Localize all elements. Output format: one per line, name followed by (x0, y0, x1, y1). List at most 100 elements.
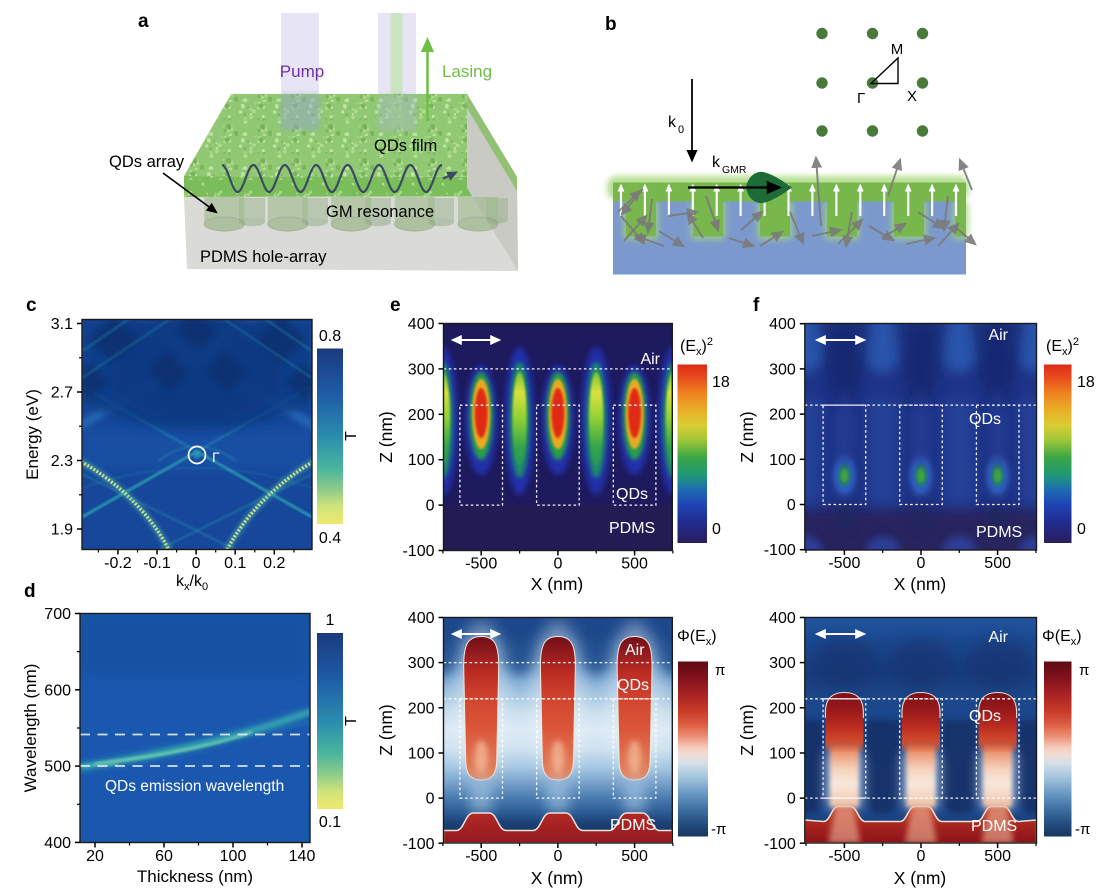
svg-text:Γ: Γ (212, 449, 220, 465)
svg-text:-100: -100 (402, 543, 434, 560)
svg-text:-100: -100 (764, 836, 796, 853)
svg-text:200: 200 (769, 407, 796, 424)
svg-text:400: 400 (769, 316, 796, 333)
svg-text:300: 300 (408, 655, 435, 672)
svg-text:2.3: 2.3 (51, 453, 73, 470)
svg-text:300: 300 (769, 655, 796, 672)
svg-text:M: M (891, 41, 904, 58)
svg-text:X (nm): X (nm) (531, 574, 584, 594)
svg-text:PDMS: PDMS (610, 817, 656, 834)
svg-text:0: 0 (192, 555, 201, 572)
svg-text:0: 0 (917, 555, 926, 572)
svg-text:700: 700 (44, 606, 71, 623)
svg-text:140: 140 (289, 848, 316, 865)
svg-text:X (nm): X (nm) (894, 574, 947, 594)
svg-text:-500: -500 (465, 556, 497, 573)
svg-text:18: 18 (1077, 374, 1095, 391)
svg-text:0: 0 (712, 521, 721, 538)
svg-text:0.1: 0.1 (224, 555, 246, 572)
svg-text:0: 0 (787, 497, 796, 514)
svg-text:π: π (715, 662, 725, 679)
svg-text:X (nm): X (nm) (531, 868, 584, 888)
svg-text:400: 400 (44, 835, 71, 852)
svg-text:200: 200 (408, 700, 435, 717)
svg-text:400: 400 (408, 316, 435, 333)
svg-text:100: 100 (769, 452, 796, 469)
svg-text:300: 300 (408, 361, 435, 378)
svg-text:Z (nm): Z (nm) (376, 704, 396, 756)
svg-text:0: 0 (426, 791, 435, 808)
svg-text:20: 20 (86, 848, 104, 865)
svg-text:-100: -100 (764, 542, 796, 559)
svg-text:-π: -π (711, 821, 726, 838)
svg-text:T: T (343, 716, 360, 726)
svg-text:0: 0 (553, 848, 562, 865)
svg-text:Wavelength (nm): Wavelength (nm) (21, 664, 40, 793)
svg-text:0.1: 0.1 (319, 814, 341, 831)
svg-text:a: a (138, 11, 149, 32)
svg-text:f: f (753, 295, 760, 316)
svg-text:600: 600 (44, 682, 71, 699)
svg-text:k: k (712, 154, 721, 171)
svg-text:kx/k0: kx/k0 (176, 573, 208, 593)
svg-text:500: 500 (621, 556, 648, 573)
svg-text:QDs array: QDs array (109, 153, 185, 171)
svg-text:QDs emission wavelength: QDs emission wavelength (105, 778, 284, 795)
svg-text:0: 0 (678, 124, 684, 136)
svg-text:200: 200 (769, 700, 796, 717)
svg-text:GMR: GMR (722, 164, 747, 176)
svg-text:QDs: QDs (969, 411, 1001, 428)
svg-text:500: 500 (44, 759, 71, 776)
svg-text:-0.1: -0.1 (143, 555, 171, 572)
svg-text:0: 0 (553, 556, 562, 573)
svg-text:Φ(Ex): Φ(Ex) (677, 628, 717, 648)
svg-text:0: 0 (917, 848, 926, 865)
svg-text:PDMS hole-array: PDMS hole-array (200, 248, 327, 266)
svg-text:-π: -π (1075, 821, 1090, 838)
svg-text:Pump: Pump (280, 62, 324, 81)
svg-text:60: 60 (155, 848, 173, 865)
svg-text:QDs film: QDs film (374, 137, 437, 155)
svg-text:Z (nm): Z (nm) (376, 411, 396, 463)
svg-text:e: e (390, 295, 401, 316)
svg-text:3.1: 3.1 (51, 316, 73, 333)
svg-text:X: X (907, 88, 917, 105)
svg-text:18: 18 (712, 374, 730, 391)
svg-text:k: k (668, 114, 677, 131)
svg-text:100: 100 (769, 745, 796, 762)
svg-text:0.4: 0.4 (319, 530, 341, 547)
svg-text:Energy (eV): Energy (eV) (23, 389, 42, 480)
svg-text:-500: -500 (828, 555, 860, 572)
svg-text:500: 500 (621, 848, 648, 865)
svg-text:-0.2: -0.2 (104, 555, 132, 572)
svg-text:0: 0 (426, 498, 435, 515)
svg-text:1: 1 (326, 612, 335, 629)
svg-text:PDMS: PDMS (609, 520, 655, 537)
svg-text:300: 300 (769, 361, 796, 378)
svg-text:-100: -100 (402, 836, 434, 853)
svg-text:Thickness (nm): Thickness (nm) (137, 867, 253, 886)
svg-text:500: 500 (984, 555, 1011, 572)
svg-text:X (nm): X (nm) (894, 868, 947, 888)
svg-text:100: 100 (408, 745, 435, 762)
svg-text:100: 100 (220, 848, 247, 865)
svg-text:-500: -500 (465, 848, 497, 865)
svg-text:0.2: 0.2 (263, 555, 285, 572)
svg-text:T: T (343, 431, 360, 441)
svg-text:QDs: QDs (616, 486, 648, 503)
svg-text:(Ex)2: (Ex)2 (680, 336, 713, 358)
svg-text:400: 400 (408, 610, 435, 627)
svg-text:0: 0 (787, 791, 796, 808)
svg-text:Γ: Γ (857, 90, 865, 107)
svg-text:100: 100 (408, 452, 435, 469)
svg-text:Z (nm): Z (nm) (737, 411, 757, 463)
svg-text:PDMS: PDMS (976, 524, 1022, 541)
svg-text:(Ex)2: (Ex)2 (1046, 336, 1079, 358)
svg-text:500: 500 (984, 848, 1011, 865)
svg-text:0.8: 0.8 (319, 328, 341, 345)
svg-text:Air: Air (625, 642, 645, 659)
svg-text:c: c (26, 295, 37, 316)
svg-text:1.9: 1.9 (51, 522, 73, 539)
svg-text:b: b (605, 14, 617, 35)
svg-text:PDMS: PDMS (971, 818, 1017, 835)
